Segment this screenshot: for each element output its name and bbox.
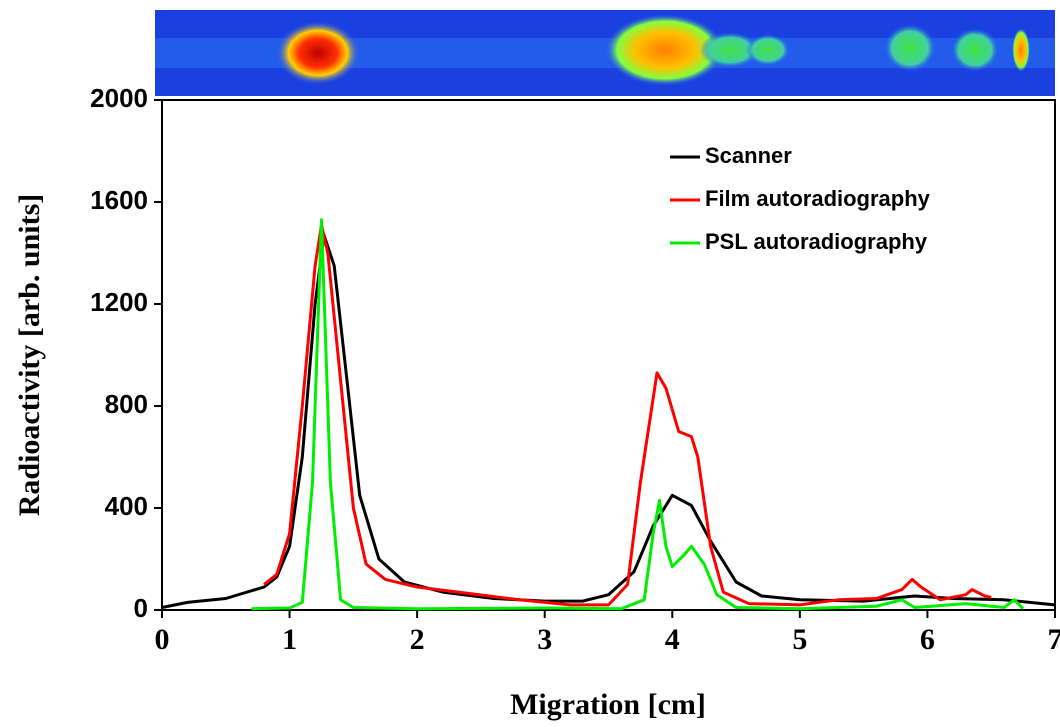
series-line [264,225,991,605]
x-tick-label: 7 [1048,623,1060,656]
x-tick-label: 3 [537,623,552,656]
y-tick-label: 800 [105,389,148,419]
y-tick-label: 1200 [90,287,148,317]
x-axis-label: Migration [cm] [510,688,706,721]
series-line [162,235,1055,607]
y-axis-label: Radioactivity [arb. units] [13,194,46,517]
series-line [251,220,1023,609]
legend-label: Film autoradiography [705,186,931,211]
legend-label: Scanner [705,143,792,168]
plot-frame [162,100,1055,610]
x-tick-label: 1 [282,623,297,656]
x-tick-label: 0 [155,623,170,656]
x-tick-label: 2 [410,623,425,656]
y-tick-label: 400 [105,491,148,521]
x-tick-label: 5 [792,623,807,656]
y-tick-label: 0 [134,593,148,623]
chart: Migration [cm] Radioactivity [arb. units… [0,0,1060,727]
gel-image [155,10,1055,96]
page: {"chart_data": {"type": "line", "x_label… [0,0,1060,727]
x-tick-label: 4 [665,623,680,656]
y-tick-label: 1600 [90,185,148,215]
y-tick-label: 2000 [90,83,148,113]
x-tick-label: 6 [920,623,935,656]
legend-label: PSL autoradiography [705,229,928,254]
